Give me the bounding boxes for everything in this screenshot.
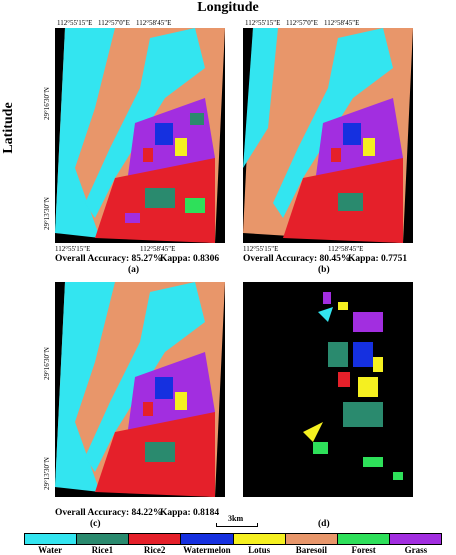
- map-panel-b: [243, 28, 413, 243]
- accuracy-b: Overall Accuracy: 80.45%: [243, 254, 351, 264]
- longitude-title: Longitude: [197, 0, 259, 15]
- lat-tick-a-1: 29°16'30"N: [43, 87, 51, 120]
- panel-label-b: (b): [318, 265, 330, 275]
- legend-watermelon-swatch: [181, 534, 234, 544]
- accuracy-c: Overall Accuracy: 84.22%: [55, 508, 163, 518]
- panel-label-a: (a): [128, 265, 140, 275]
- map-panel-c: [55, 282, 225, 497]
- legend-grass-swatch: [389, 534, 441, 544]
- legend-baresoil-swatch: [285, 534, 338, 544]
- lon-tick-a-3: 112°58'45"E: [136, 19, 172, 27]
- legend-label: Grass: [404, 545, 428, 555]
- legend-label: Water: [38, 545, 63, 555]
- lon-tick-a-b2: 112°58'45"E: [140, 245, 176, 253]
- legend-rice2-swatch: [129, 534, 182, 544]
- lon-tick-b-3: 112°58'45"E: [324, 19, 360, 27]
- scale-bar: [216, 523, 258, 527]
- legend-label: Rice1: [91, 545, 114, 555]
- legend-label: Lotus: [248, 545, 271, 555]
- lon-tick-b-b2: 112°58'45"E: [328, 245, 364, 253]
- legend-water-swatch: [25, 534, 78, 544]
- legend-swatches: [24, 533, 442, 545]
- kappa-c: Kappa: 0.8184: [160, 508, 220, 518]
- lon-tick-a-b1: 112°55'15"E: [55, 245, 91, 253]
- legend-rice1-swatch: [77, 534, 130, 544]
- map-panel-d: [243, 282, 413, 497]
- kappa-b: Kappa: 0.7751: [348, 254, 408, 264]
- legend-label: Rice2: [143, 545, 166, 555]
- panel-label-c: (c): [90, 519, 101, 529]
- lon-tick-a-1: 112°55'15"E: [57, 19, 93, 27]
- legend-label: Forest: [351, 545, 376, 555]
- latitude-title: Latitude: [1, 102, 16, 154]
- legend-label: Baresoil: [295, 545, 328, 555]
- lat-tick-c-1: 29°16'30"N: [43, 347, 51, 380]
- kappa-a: Kappa: 0.8306: [160, 254, 220, 264]
- scale-label: 3km: [228, 514, 244, 523]
- lat-tick-a-2: 29°13'30"N: [43, 197, 51, 230]
- legend-label: Watermelon: [183, 545, 231, 555]
- accuracy-a: Overall Accuracy: 85.27%: [55, 254, 163, 264]
- legend-forest-swatch: [337, 534, 390, 544]
- lon-tick-b-2: 112°57'0"E: [286, 19, 318, 27]
- lon-tick-b-1: 112°55'15"E: [245, 19, 281, 27]
- lon-tick-a-2: 112°57'0"E: [98, 19, 130, 27]
- legend-lotus-swatch: [233, 534, 286, 544]
- lon-tick-b-b1: 112°55'15"E: [243, 245, 279, 253]
- lat-tick-c-2: 29°13'30"N: [43, 457, 51, 490]
- panel-label-d: (d): [318, 519, 330, 529]
- legend-labels: Water Rice1 Rice2 Watermelon Lotus Bares…: [24, 545, 442, 555]
- map-panel-a: [55, 28, 225, 243]
